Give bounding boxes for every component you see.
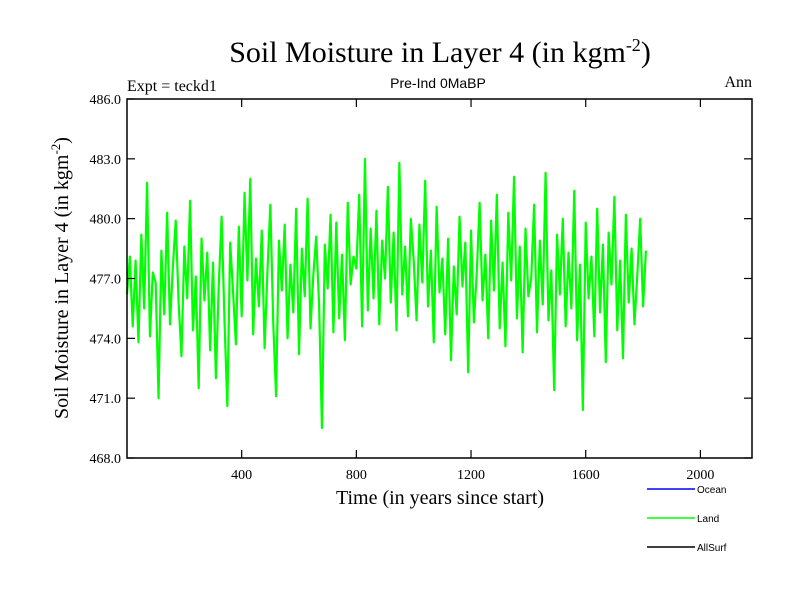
legend: Ocean Land AllSurf [647,485,727,554]
x-tick-label: 400 [231,468,252,483]
chart-title: Soil Moisture in Layer 4 (in kgm-2) [229,35,651,69]
plot-series [125,157,648,430]
experiment-label: Expt = teckd1 [127,78,217,95]
axis-ticks: 468.0 471.0 474.0 477.0 480.0 483.0 486.0 400 80… [90,93,752,483]
y-tick-label: 486.0 [90,93,122,108]
x-tick-label: 1200 [457,468,485,483]
legend-label-land: Land [697,514,719,525]
x-tick-label: 800 [346,468,367,483]
x-tick-label: 1600 [572,468,600,483]
season-label: Ann [724,74,752,91]
y-tick-label: 468.0 [90,452,122,467]
x-tick-label: 2000 [686,468,714,483]
series-line-land [125,157,648,430]
y-axis-label: Soil Moisture in Layer 4 (in kgm-2) [48,137,73,419]
period-label: Pre-Ind 0MaBP [390,75,486,91]
y-tick-label: 477.0 [90,273,122,288]
y-tick-label: 471.0 [90,392,122,407]
legend-label-ocean: Ocean [697,485,726,496]
y-tick-label: 480.0 [90,213,122,228]
y-tick-label: 474.0 [90,332,122,347]
y-tick-label: 483.0 [90,153,122,168]
x-axis-label: Time (in years since start) [336,487,544,509]
legend-label-allsurf: AllSurf [697,543,727,554]
